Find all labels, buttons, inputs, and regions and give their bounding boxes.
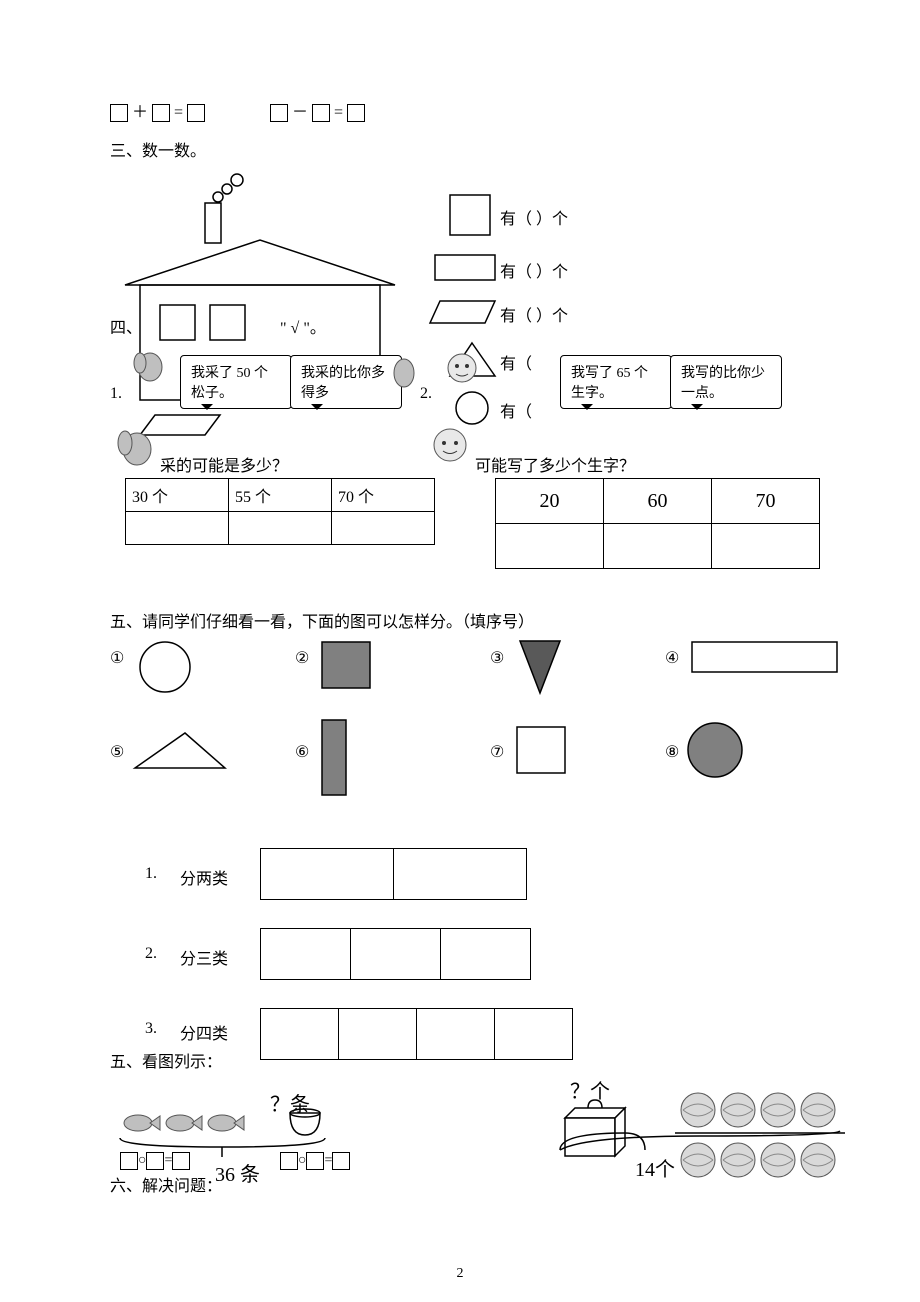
fish-equation-2: ○= bbox=[280, 1152, 350, 1170]
count-label-1: 有（ ）个 bbox=[500, 205, 568, 229]
shape-5-triangle bbox=[130, 728, 230, 773]
shape-4-rect bbox=[690, 640, 840, 675]
q2-options-table[interactable]: 20 60 70 bbox=[495, 478, 820, 569]
shape-label-3: ③ bbox=[490, 648, 504, 668]
classify-row-1-num: 1. bbox=[145, 865, 157, 883]
equation-plus: ＋ = bbox=[110, 98, 205, 122]
balls-row-1 bbox=[678, 1090, 848, 1130]
section-5b-title: 五、看图列示： bbox=[110, 1048, 222, 1072]
shape-label-4: ④ bbox=[665, 648, 679, 668]
equation-minus: － = bbox=[270, 98, 365, 122]
classify-row-2-label: 分三类 bbox=[180, 945, 228, 969]
q2-bubble-2: 我写的比你少一点。 bbox=[670, 355, 782, 409]
squirrel-icon-2 bbox=[392, 353, 422, 393]
count-label-3: 有（ ）个 bbox=[500, 302, 568, 326]
count-shape-rect bbox=[430, 250, 500, 285]
face-icon-1 bbox=[445, 350, 480, 390]
count-shape-parallelogram bbox=[425, 296, 500, 328]
shape-6-rect-gray bbox=[320, 718, 350, 798]
section-5a-title: 五、请同学们仔细看一看，下面的图可以怎样分。（填序号） bbox=[110, 608, 534, 632]
shape-label-1: ① bbox=[110, 648, 124, 668]
shape-label-8: ⑧ bbox=[665, 742, 679, 762]
classify-row-2-table[interactable] bbox=[260, 928, 531, 980]
shape-label-6: ⑥ bbox=[295, 742, 309, 762]
count-shape-square bbox=[445, 190, 495, 240]
q1-options-table[interactable]: 30 个 55 个 70 个 bbox=[125, 478, 435, 545]
worksheet-page: ＋ = － = 三、数一数。 有（ ）个 bbox=[0, 0, 920, 1302]
balls-total: 14个 bbox=[635, 1153, 675, 1182]
q1-bubble-1: 我采了 50 个松子。 bbox=[180, 355, 292, 409]
q2-bubble-1: 我写了 65 个生字。 bbox=[560, 355, 672, 409]
shape-1-circle bbox=[135, 640, 195, 695]
fish-equation-1: ○= bbox=[120, 1152, 190, 1170]
shape-8-circle-gray bbox=[685, 720, 745, 780]
q1-bubble-2: 我采的比你多得多 bbox=[290, 355, 402, 409]
squirrel-icon-3 bbox=[115, 425, 160, 470]
classify-row-1-label: 分两类 bbox=[180, 865, 228, 889]
shape-2-square-gray bbox=[320, 640, 375, 690]
classify-row-3-table[interactable] bbox=[260, 1008, 573, 1060]
section-6-title: 六、解决问题： bbox=[110, 1172, 222, 1196]
count-label-2: 有（ ）个 bbox=[500, 258, 568, 282]
count-shape-circle bbox=[452, 388, 492, 428]
page-number: 2 bbox=[0, 1266, 920, 1282]
classify-row-3-label: 分四类 bbox=[180, 1020, 228, 1044]
q2-question: 可能写了多少个生字？ bbox=[475, 452, 635, 476]
fish-icons bbox=[120, 1108, 250, 1138]
shape-7-square bbox=[515, 725, 570, 775]
shape-label-7: ⑦ bbox=[490, 742, 504, 762]
squirrel-icon bbox=[130, 345, 170, 385]
q1-number: 1. bbox=[110, 385, 122, 403]
shape-label-2: ② bbox=[295, 648, 309, 668]
brace-right bbox=[555, 1128, 845, 1156]
classify-row-1-table[interactable] bbox=[260, 848, 527, 900]
classify-row-3-num: 3. bbox=[145, 1020, 157, 1038]
q1-question: 采的可能是多少？ bbox=[160, 452, 288, 476]
shape-3-triangle-dark bbox=[515, 638, 565, 696]
classify-row-2-num: 2. bbox=[145, 945, 157, 963]
count-label-4: 有（ bbox=[500, 350, 532, 374]
shape-label-5: ⑤ bbox=[110, 742, 124, 762]
section-4-title-suffix: " √ "。 bbox=[280, 314, 326, 338]
q2-number: 2. bbox=[420, 385, 432, 403]
section-4-title-prefix: 四、 bbox=[110, 314, 142, 338]
face-icon-2 bbox=[428, 425, 473, 470]
count-label-5: 有（ bbox=[500, 398, 532, 422]
